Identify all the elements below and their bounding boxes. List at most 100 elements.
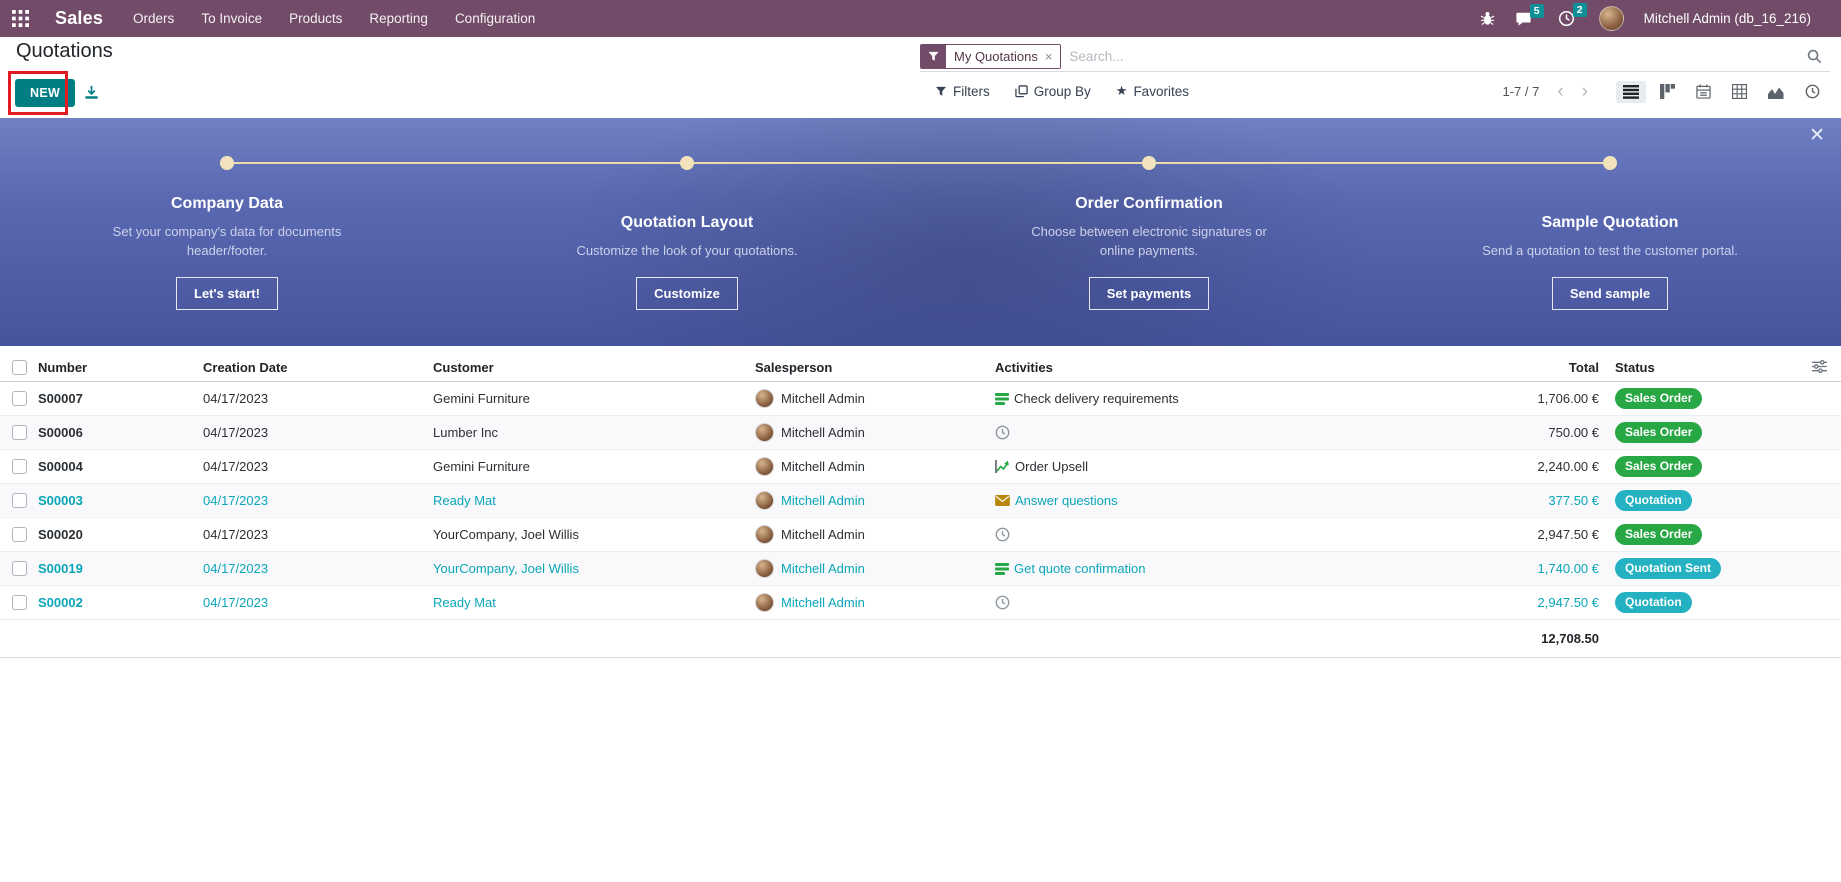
row-checkbox[interactable] [11,493,27,508]
row-activity[interactable]: Answer questions [993,493,1403,508]
row-customer: Gemini Furniture [433,459,530,474]
star-icon: ★ [1115,83,1128,98]
search-facet-label: My Quotations [954,49,1038,64]
schedule-clock-icon [995,527,1010,542]
column-options-icon[interactable] [1812,359,1827,376]
onboarding-step-order-confirmation: Order Confirmation Choose between electr… [959,182,1339,310]
select-all-checkbox[interactable] [11,360,27,375]
row-total: 1,706.00 € [1537,391,1599,406]
header-status[interactable]: Status [1615,360,1655,375]
search-input[interactable] [1069,49,1830,64]
salesperson-avatar [755,423,774,442]
search-magnifier-icon[interactable] [1807,49,1822,69]
row-date: 04/17/2023 [203,493,269,508]
row-checkbox[interactable] [11,459,27,474]
view-kanban-icon[interactable] [1653,80,1682,103]
export-download-icon[interactable] [84,85,99,105]
facet-remove-icon[interactable]: × [1044,49,1053,64]
view-activity-icon[interactable] [1798,80,1827,103]
step-title: Quotation Layout [620,214,754,231]
row-activity[interactable] [993,425,1403,440]
pager-previous-icon[interactable]: ‹ [1557,80,1564,102]
row-date: 04/17/2023 [203,425,269,440]
table-row[interactable]: S00002 04/17/2023 Ready Mat Mitchell Adm… [0,586,1841,620]
row-salesperson: Mitchell Admin [781,425,865,440]
view-graph-icon[interactable] [1761,81,1791,103]
menu-orders[interactable]: Orders [133,11,175,26]
row-checkbox[interactable] [11,391,27,406]
header-total[interactable]: Total [1568,360,1599,375]
table-row[interactable]: S00006 04/17/2023 Lumber Inc Mitchell Ad… [0,416,1841,450]
header-number[interactable]: Number [38,360,88,375]
banner-close-icon[interactable]: ✕ [1809,125,1825,146]
onboarding-step-quotation-layout: Quotation Layout Customize the look of y… [497,182,877,310]
filters-dropdown[interactable]: Filters [935,84,990,99]
menu-configuration[interactable]: Configuration [454,11,536,26]
app-name[interactable]: Sales [55,8,104,28]
messages-icon[interactable]: 5 [1515,3,1544,27]
apps-grid-icon[interactable] [10,10,31,27]
quotations-list: Number Creation Date Customer Salesperso… [0,346,1841,658]
header-creation-date[interactable]: Creation Date [203,360,288,375]
page-title: Quotations [16,40,113,62]
menu-products[interactable]: Products [289,11,343,26]
row-checkbox[interactable] [11,561,27,576]
customize-button[interactable]: Customize [636,277,738,310]
user-name[interactable]: Mitchell Admin (db_16_216) [1643,11,1811,26]
lets-start-button[interactable]: Let's start! [176,277,278,310]
view-list-icon[interactable] [1616,80,1646,103]
filter-funnel-icon [921,45,946,68]
group-by-dropdown[interactable]: Group By [1015,84,1091,99]
row-checkbox[interactable] [11,425,27,440]
menu-reporting[interactable]: Reporting [369,11,428,26]
row-activity[interactable]: Get quote confirmation [993,561,1403,576]
set-payments-button[interactable]: Set payments [1088,277,1210,310]
row-number: S00019 [38,561,83,576]
row-date: 04/17/2023 [203,391,269,406]
menu-to-invoice[interactable]: To Invoice [201,11,263,26]
table-row[interactable]: S00003 04/17/2023 Ready Mat Mitchell Adm… [0,484,1841,518]
user-avatar [1598,6,1624,31]
status-badge: Sales Order [1615,456,1703,477]
table-row[interactable]: S00004 04/17/2023 Gemini Furniture Mitch… [0,450,1841,484]
row-total: 2,947.50 € [1537,595,1599,610]
table-row[interactable]: S00007 04/17/2023 Gemini Furniture Mitch… [0,382,1841,416]
header-activities[interactable]: Activities [995,360,1053,375]
view-calendar-icon[interactable] [1689,80,1718,103]
activities-count-badge: 2 [1572,3,1587,17]
main-menu: Orders To Invoice Products Reporting Con… [133,11,535,26]
debug-bug-icon[interactable] [1480,11,1495,26]
salesperson-avatar [755,593,774,612]
view-pivot-icon[interactable] [1725,80,1754,103]
onboarding-step-company-data: Company Data Set your company's data for… [37,182,417,310]
header-salesperson[interactable]: Salesperson [755,360,833,375]
pager-next-icon[interactable]: › [1581,80,1588,102]
row-checkbox[interactable] [11,527,27,542]
table-row[interactable]: S00019 04/17/2023 YourCompany, Joel Will… [0,552,1841,586]
row-activity[interactable]: Order Upsell [993,459,1403,474]
status-badge: Quotation [1615,592,1692,613]
row-number: S00004 [38,459,83,474]
new-button[interactable]: NEW [15,79,76,107]
row-salesperson: Mitchell Admin [781,595,865,610]
activities-clock-icon[interactable]: 2 [1558,3,1587,27]
salesperson-avatar [755,525,774,544]
step-description: Set your company's data for documents he… [112,224,342,258]
favorites-dropdown[interactable]: ★ Favorites [1115,83,1189,99]
table-row[interactable]: S00020 04/17/2023 YourCompany, Joel Will… [0,518,1841,552]
header-customer[interactable]: Customer [433,360,494,375]
schedule-clock-icon [995,595,1010,610]
send-sample-button[interactable]: Send sample [1551,277,1669,310]
row-checkbox[interactable] [11,595,27,610]
search-facet: My Quotations × [920,44,1062,69]
user-menu[interactable] [1598,6,1624,31]
row-number: S00003 [38,493,83,508]
search-bar: My Quotations × [920,42,1830,72]
row-total: 1,740.00 € [1537,561,1599,576]
row-total: 750.00 € [1548,425,1599,440]
row-activity[interactable]: Check delivery requirements [993,391,1403,406]
row-activity[interactable] [993,527,1403,542]
task-list-icon [995,392,1009,405]
row-date: 04/17/2023 [203,459,269,474]
row-activity[interactable] [993,595,1403,610]
